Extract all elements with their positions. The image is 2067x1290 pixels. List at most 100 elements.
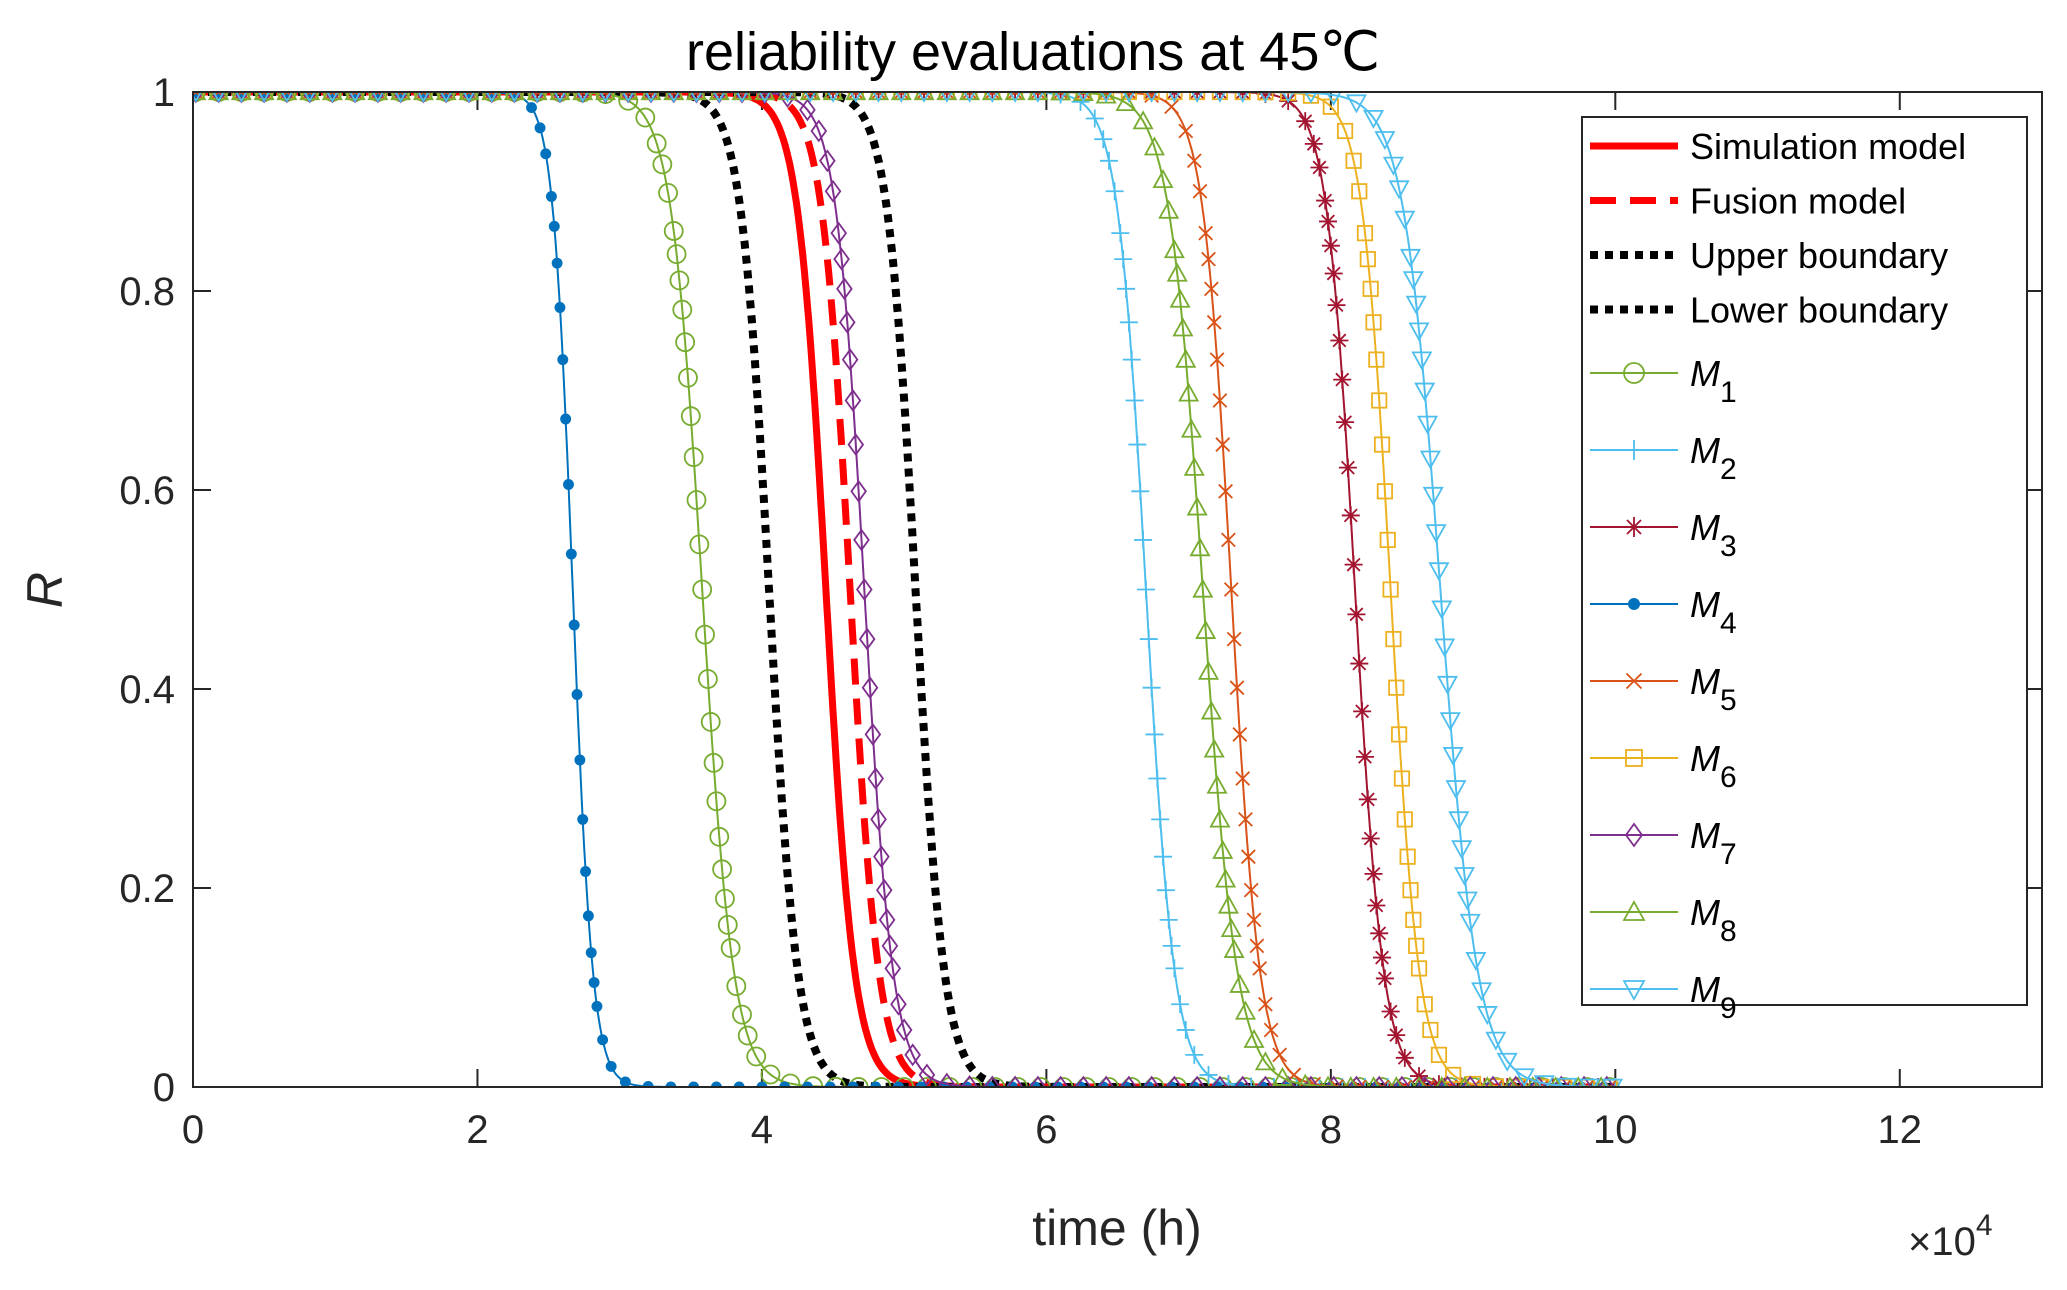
legend-item-M1: M1: [1590, 353, 1737, 409]
marker-M1: [663, 221, 684, 241]
legend: Simulation model Fusion model Upper bounda…: [1581, 116, 2028, 1025]
marker-M8: [1163, 239, 1185, 259]
marker-M8: [1220, 918, 1242, 938]
marker-M5: [1235, 771, 1251, 786]
marker-M7: [844, 389, 862, 412]
marker-M5: [1243, 882, 1259, 898]
marker-M6: [1368, 351, 1385, 368]
marker-M7: [1370, 1075, 1388, 1087]
marker-M5: [1209, 352, 1225, 367]
marker-M2: [1154, 847, 1173, 866]
marker-M1: [689, 534, 710, 555]
marker-M8: [1183, 456, 1205, 476]
y-tick-label: 0.8: [119, 270, 175, 314]
marker-M4: [577, 813, 589, 825]
marker-M4: [893, 1081, 904, 1087]
marker-M3: [1358, 790, 1377, 809]
marker-M1: [683, 447, 704, 467]
legend-label-subscript: 5: [1720, 684, 1737, 717]
marker-M9: [1419, 450, 1441, 470]
marker-M7: [895, 1018, 913, 1042]
legend-label-main: M: [1690, 969, 1720, 1010]
marker-M7: [1416, 1075, 1434, 1087]
marker-M1: [695, 624, 715, 645]
marker-M1: [1076, 1077, 1097, 1087]
marker-M9: [1496, 1052, 1518, 1072]
marker-M2: [1122, 350, 1141, 369]
marker-M6: [1393, 770, 1411, 787]
marker-M5: [1232, 727, 1248, 742]
marker-M7: [847, 433, 865, 457]
marker-M2: [1136, 580, 1155, 599]
marker-M1: [1008, 1077, 1028, 1087]
series-Upper boundary: [193, 92, 1619, 1087]
marker-M8: [1212, 839, 1234, 859]
marker-M5: [1223, 582, 1239, 597]
legend-item-Lower boundary: Lower boundary: [1590, 290, 1948, 331]
marker-M9: [1436, 675, 1459, 695]
marker-M2: [1148, 769, 1167, 788]
marker-M2: [1219, 1075, 1238, 1087]
marker-M2: [1134, 530, 1153, 549]
legend-label-M8: M8: [1690, 892, 1737, 948]
marker-M9: [1362, 109, 1385, 129]
marker-M6: [1422, 1021, 1439, 1039]
x-tick-label: 6: [1035, 1108, 1057, 1152]
marker-M2: [1131, 482, 1150, 501]
marker-M8: [1223, 938, 1245, 958]
marker-M7: [1348, 1075, 1365, 1087]
marker-M3: [1330, 331, 1349, 350]
marker-M5: [825, 92, 841, 100]
marker-M9: [1601, 1078, 1623, 1087]
legend-label-subscript: 1: [1720, 376, 1737, 409]
marker-M4: [568, 619, 580, 631]
marker-M7: [841, 348, 859, 372]
y-tick-label: 1: [153, 71, 175, 115]
marker-M4: [563, 479, 574, 490]
marker-M6: [1430, 1046, 1448, 1063]
marker-M1: [1099, 1077, 1119, 1087]
x-tick-label: 0: [182, 1108, 204, 1152]
marker-M4: [915, 1081, 927, 1087]
marker-M4: [585, 947, 597, 959]
marker-M9: [1442, 747, 1464, 767]
marker-M6: [1416, 996, 1433, 1013]
marker-M3: [1353, 702, 1372, 721]
marker-M3: [1370, 924, 1389, 943]
marker-M3: [1355, 747, 1374, 766]
legend-marker-M7: [1624, 822, 1644, 848]
marker-M1: [712, 859, 732, 880]
marker-M1: [1531, 1077, 1552, 1087]
legend-marker-M5: [1625, 672, 1643, 690]
marker-M1: [1485, 1077, 1506, 1087]
legend-marker-M4: [1628, 598, 1640, 610]
marker-M8: [1254, 1051, 1276, 1071]
marker-M7: [984, 1075, 1001, 1087]
legend-marker-M6: [1625, 749, 1643, 767]
marker-M1: [1508, 1077, 1529, 1087]
marker-M6: [1399, 848, 1416, 865]
marker-M5: [1252, 961, 1268, 976]
marker-M1: [700, 712, 721, 732]
marker-M9: [1431, 600, 1453, 620]
marker-M5: [1186, 153, 1202, 169]
marker-M5: [871, 92, 886, 100]
marker-M4: [554, 302, 566, 313]
legend-label-M9: M9: [1690, 969, 1737, 1025]
marker-M6: [1408, 937, 1425, 954]
marker-M2: [1142, 678, 1161, 697]
marker-M7: [1052, 1075, 1069, 1087]
marker-M7: [1075, 1075, 1092, 1087]
marker-M2: [1125, 391, 1144, 410]
marker-M8: [1206, 774, 1228, 794]
marker-M6: [1356, 225, 1374, 242]
x-tick-label: 12: [1878, 1108, 1923, 1152]
marker-M3: [1319, 212, 1337, 231]
marker-M4: [779, 1081, 791, 1087]
marker-M1: [720, 938, 741, 958]
marker-M1: [726, 976, 747, 997]
marker-M6: [1345, 152, 1362, 169]
marker-M3: [1296, 112, 1315, 131]
marker-M8: [1178, 382, 1200, 402]
marker-M9: [1304, 92, 1318, 104]
